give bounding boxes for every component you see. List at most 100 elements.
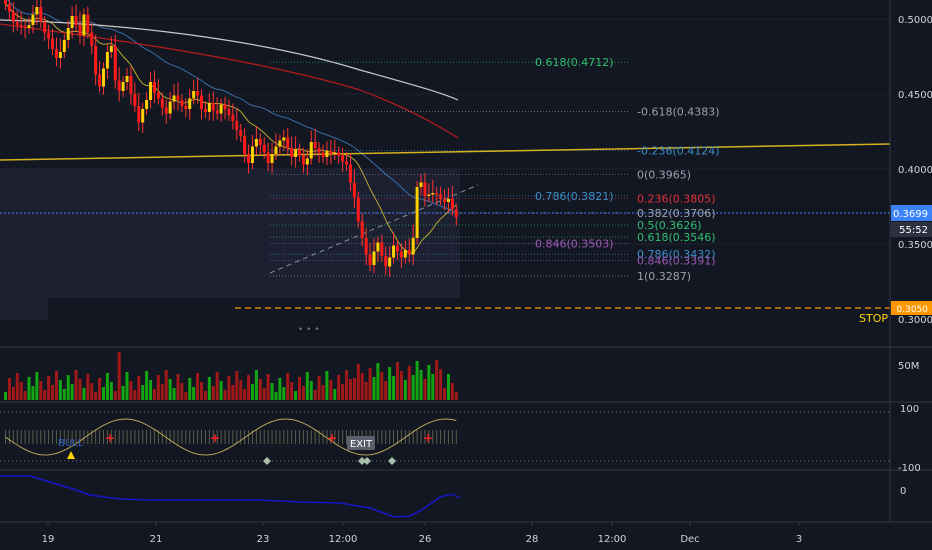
candle-body: [348, 164, 352, 183]
volume-bar: [372, 377, 376, 400]
time-tick: Dec: [680, 534, 699, 545]
volume-bar: [129, 381, 133, 400]
candle-body: [7, 4, 11, 12]
volume-bars: [4, 352, 458, 400]
cci-sell-marker: +: [327, 431, 337, 445]
candle-body: [243, 136, 247, 154]
candle-body: [325, 151, 329, 157]
shaded-range-box-tail: [0, 298, 48, 320]
candle-body: [200, 95, 203, 109]
candle-body: [145, 100, 149, 109]
volume-bar: [254, 370, 258, 400]
cci-axis-bottom: -100: [898, 463, 921, 474]
candle-body: [345, 161, 349, 165]
shaded-range-box: [0, 168, 460, 298]
osc-axis-zero: 0: [900, 486, 906, 497]
fib-dashed-trendline[interactable]: [269, 184, 479, 274]
candle-body: [356, 197, 360, 222]
candle-body: [168, 101, 172, 114]
volume-bar: [164, 370, 168, 400]
volume-bar: [192, 387, 196, 400]
volume-bar: [90, 383, 94, 400]
candle-body: [160, 98, 164, 108]
volume-bar: [309, 381, 313, 400]
volume-bar: [31, 386, 35, 400]
volume-bar: [247, 375, 251, 400]
volume-bar: [47, 376, 51, 400]
fib-label: 0.618(0.4712): [535, 56, 614, 69]
candle-body: [43, 22, 47, 33]
candle-body: [337, 152, 341, 156]
stop-price-text: 0.3050: [897, 305, 929, 315]
candle-body: [403, 250, 407, 258]
volume-bar: [78, 379, 82, 400]
candle-body: [254, 139, 258, 147]
price-tick: 0.5000: [898, 15, 932, 26]
volume-bar: [149, 380, 153, 400]
time-tick: 28: [526, 534, 539, 545]
candle-body: [141, 109, 145, 123]
volume-bar: [431, 374, 435, 400]
candle-body: [333, 152, 337, 154]
candle-body: [415, 187, 419, 238]
volume-bar: [243, 389, 247, 400]
volume-bar: [66, 375, 70, 400]
candle-body: [27, 25, 31, 28]
ma-slow-white: [0, 19, 459, 101]
volume-bar: [160, 384, 164, 400]
volume-bar: [380, 372, 384, 400]
yellow-trendline[interactable]: [0, 143, 891, 161]
volume-bar: [392, 376, 396, 400]
candle-body: [129, 76, 133, 94]
volume-bar: [74, 370, 78, 400]
price-axis[interactable]: 0.5000 0.4500 0.4000 0.3500 0.3000: [898, 15, 932, 326]
candle-body: [90, 32, 94, 46]
candle-body: [396, 245, 399, 252]
volume-bar: [51, 385, 55, 400]
cci-sell-marker: +: [423, 431, 433, 445]
fib-label: 0.236(0.3805): [637, 192, 716, 205]
volume-bar: [329, 380, 333, 400]
candle-body: [125, 76, 129, 82]
candle-body: [74, 16, 78, 25]
volume-bar: [145, 371, 149, 400]
time-axis[interactable]: 19 21 23 12:00 26 28 12:00 Dec 3: [42, 522, 803, 545]
candle-body: [309, 142, 313, 159]
price-tick: 0.3000: [898, 315, 932, 326]
volume-bar: [188, 378, 192, 400]
volume-bar: [368, 368, 372, 400]
time-tick: 19: [42, 534, 55, 545]
volume-bar: [294, 391, 298, 400]
candle-body: [282, 137, 286, 141]
candle-body: [450, 199, 454, 210]
volume-bar: [82, 388, 86, 400]
candle-body: [407, 250, 411, 255]
fib-label: -0.618(0.4383): [637, 106, 720, 119]
volume-bar: [203, 391, 207, 400]
candle-body: [313, 142, 317, 148]
candle-body: [423, 182, 427, 196]
volume-bar: [117, 352, 121, 400]
candle-body: [431, 193, 435, 195]
volume-bar: [274, 392, 278, 400]
candle-body: [266, 152, 270, 163]
time-tick: 21: [150, 534, 163, 545]
cci-sell-marker: +: [105, 431, 115, 445]
price-tick: 0.4000: [898, 165, 932, 176]
stop-price-badge: [891, 301, 932, 315]
time-tick: 26: [419, 534, 432, 545]
volume-bar: [35, 372, 39, 400]
fib-label: 0.786(0.3432): [637, 248, 716, 261]
cci-exit-label: EXIT: [350, 439, 373, 450]
candle-body: [78, 25, 82, 36]
candle-body: [298, 149, 301, 156]
current-price-badge: [891, 205, 932, 221]
candle-body: [196, 91, 200, 96]
volume-bar: [176, 374, 180, 400]
candle-body: [51, 38, 55, 49]
candle-body: [94, 46, 98, 75]
price-tick: 0.3500: [898, 240, 932, 251]
candle-body: [82, 14, 86, 36]
volume-bar: [23, 391, 27, 400]
